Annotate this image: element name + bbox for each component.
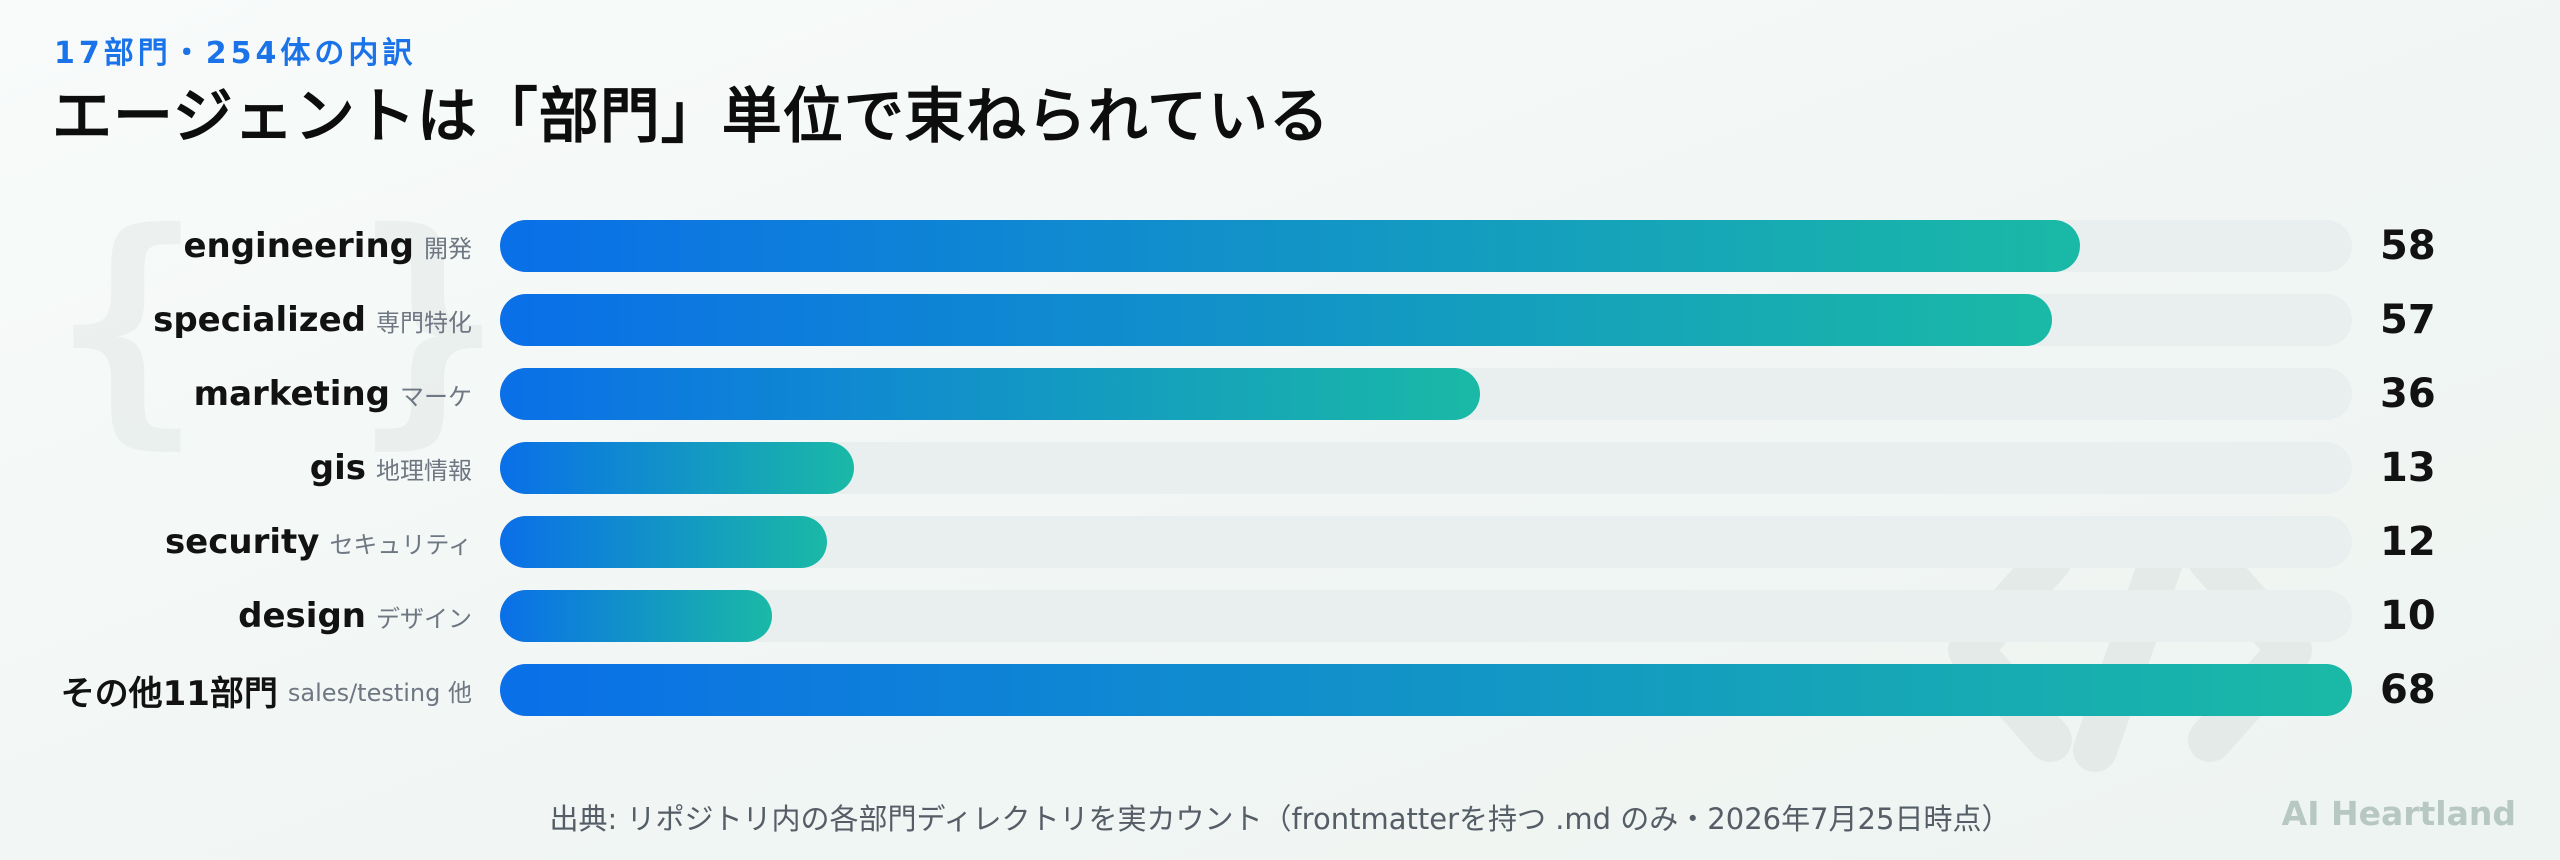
category-name: security xyxy=(164,522,320,562)
category-subtitle: sales/testing 他 xyxy=(287,678,472,707)
category-subtitle: マーケ xyxy=(400,382,472,411)
category-label: marketing マーケ xyxy=(194,368,472,420)
bar xyxy=(500,294,2052,346)
brand-logo: AI Heartland xyxy=(2281,794,2516,833)
category-label: security セキュリティ xyxy=(165,516,472,568)
value-label: 58 xyxy=(2380,223,2436,269)
category-subtitle: セキュリティ xyxy=(329,530,472,559)
bar-track xyxy=(500,590,2352,642)
category-subtitle: デザイン xyxy=(376,604,472,633)
category-subtitle: 専門特化 xyxy=(376,308,472,337)
bar-row: design デザイン 10 xyxy=(0,590,2560,642)
bar xyxy=(500,516,827,568)
category-label: その他11部門 sales/testing 他 xyxy=(61,664,472,716)
bar-row: specialized 専門特化 57 xyxy=(0,294,2560,346)
bar-row: engineering 開発 58 xyxy=(0,220,2560,272)
value-label: 57 xyxy=(2380,297,2436,343)
value-label: 68 xyxy=(2380,667,2436,713)
brace-icon: { } xyxy=(52,200,504,450)
value-label: 13 xyxy=(2380,445,2436,491)
category-label: engineering 開発 xyxy=(183,220,472,272)
category-name: engineering xyxy=(183,226,414,266)
category-name: specialized xyxy=(153,300,366,340)
value-label: 10 xyxy=(2380,593,2436,639)
category-name: その他11部門 xyxy=(60,673,278,714)
value-label: 36 xyxy=(2380,371,2436,417)
section-kicker: 17部門・254体の内訳 xyxy=(54,36,417,71)
category-label: design デザイン xyxy=(238,590,472,642)
category-subtitle: 地理情報 xyxy=(376,456,472,485)
category-name: design xyxy=(238,596,366,636)
category-name: gis xyxy=(309,448,366,488)
bar-row: security セキュリティ 12 xyxy=(0,516,2560,568)
category-label: specialized 専門特化 xyxy=(153,294,472,346)
bar xyxy=(500,220,2080,272)
bar xyxy=(500,664,2352,716)
bar-row: marketing マーケ 36 xyxy=(0,368,2560,420)
bar-row: その他11部門 sales/testing 他 68 xyxy=(0,664,2560,716)
page-title: エージェントは「部門」単位で束ねられている xyxy=(52,82,1330,152)
value-label: 12 xyxy=(2380,519,2436,565)
category-subtitle: 開発 xyxy=(424,234,472,263)
bar xyxy=(500,590,772,642)
category-label: gis 地理情報 xyxy=(310,442,472,494)
bar xyxy=(500,442,854,494)
category-name: marketing xyxy=(193,374,390,414)
bar-row: gis 地理情報 13 xyxy=(0,442,2560,494)
source-note: 出典: リポジトリ内の各部門ディレクトリを実カウント（frontmatterを持… xyxy=(549,802,2011,836)
bar xyxy=(500,368,1480,420)
